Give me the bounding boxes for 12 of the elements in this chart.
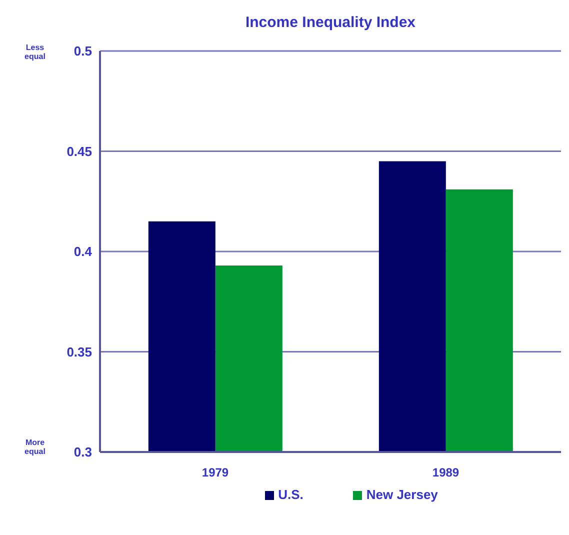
x-tick-label: 1979 [202,466,229,480]
text: Less equal [24,43,46,61]
y-tick-label: 0.3 [74,444,92,460]
y-tick-label: 0.4 [74,244,93,260]
y-tick-label: 0.35 [66,344,92,360]
x-tick-label: 1989 [432,466,460,480]
legend-label: U.S. [278,487,304,502]
chart-title: Income Inequality Index [244,14,417,31]
y-tick-label: 0.5 [74,44,92,59]
y-tick-label: 0.45 [66,144,92,159]
legend-label: New Jersey [366,487,438,502]
text: More equal [24,438,46,456]
